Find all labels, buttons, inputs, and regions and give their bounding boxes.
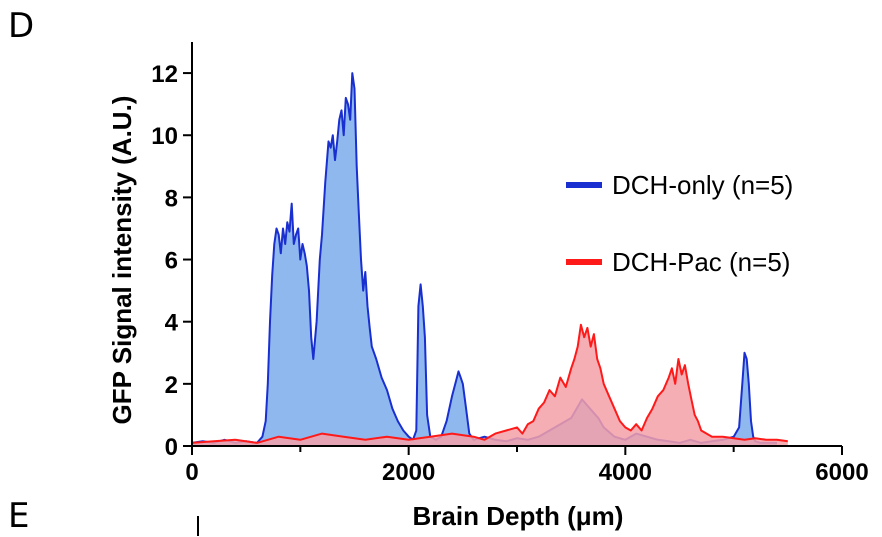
next-panel-axis-fragment bbox=[197, 516, 199, 536]
y-tick-label: 12 bbox=[151, 61, 178, 88]
y-tick-label: 2 bbox=[165, 372, 178, 399]
series-areas bbox=[191, 72, 788, 446]
tick-labels: 0 2000 4000 6000 0 2 4 6 8 10 12 bbox=[151, 61, 868, 486]
legend-label-2: DCH-Pac (n=5) bbox=[612, 247, 790, 277]
x-tick-label: 2000 bbox=[382, 459, 435, 486]
x-axis-label: Brain Depth (μm) bbox=[413, 501, 624, 531]
legend-label-1: DCH-only (n=5) bbox=[612, 170, 793, 200]
axes bbox=[183, 42, 843, 455]
y-tick-label: 8 bbox=[165, 185, 178, 212]
x-tick-label: 6000 bbox=[815, 459, 868, 486]
x-tick-label: 4000 bbox=[599, 459, 652, 486]
series-area-2 bbox=[192, 324, 788, 446]
series-area-1 bbox=[192, 73, 777, 446]
legend: DCH-only (n=5) DCH-Pac (n=5) bbox=[566, 170, 793, 277]
x-tick-label: 0 bbox=[185, 459, 198, 486]
y-axis-label: GFP Signal intensity (A.U.) bbox=[107, 96, 137, 425]
y-tick-label: 10 bbox=[151, 123, 178, 150]
y-tick-label: 0 bbox=[165, 434, 178, 461]
series-line-2 bbox=[191, 323, 788, 444]
panel-label-e: E bbox=[8, 496, 30, 536]
y-tick-label: 6 bbox=[165, 248, 178, 275]
panel-label-d: D bbox=[8, 6, 35, 46]
y-tick-label: 4 bbox=[165, 310, 179, 337]
